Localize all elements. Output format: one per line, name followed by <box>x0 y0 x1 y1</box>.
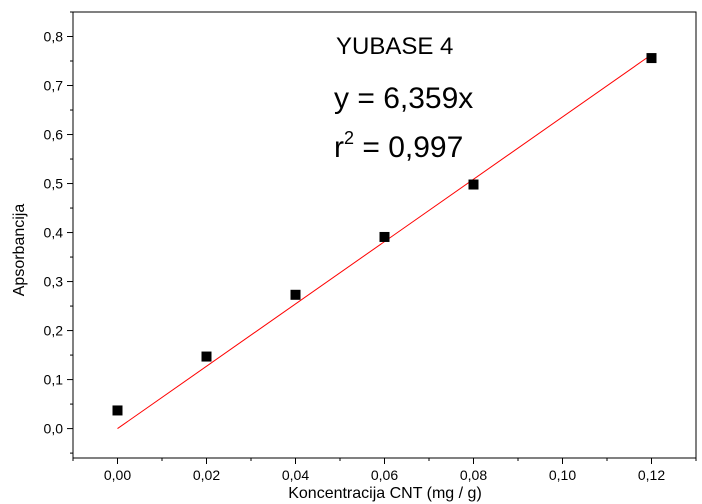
x-axis-title: Koncentracija CNT (mg / g) <box>288 485 482 502</box>
data-point-1 <box>201 351 212 362</box>
x-tick-label-0: 0,00 <box>104 467 131 483</box>
x-tick-label-2: 0,04 <box>282 467 309 483</box>
y-tick-label-1: 0,1 <box>44 372 64 388</box>
sample-label: YUBASE 4 <box>336 33 453 60</box>
regression-equation: y = 6,359x <box>334 82 473 115</box>
r-squared: r2 = 0,997 <box>334 128 463 164</box>
y-tick-label-8: 0,8 <box>44 29 64 45</box>
ticks: 0,00 0,02 0,04 0,06 0,08 0,10 0,12 0,0 0,1 0,2 0,3… <box>44 11 697 483</box>
x-tick-label-4: 0,08 <box>460 467 487 483</box>
r-exponent: 2 <box>344 128 354 148</box>
data-points <box>112 53 657 416</box>
x-tick-label-6: 0,12 <box>638 467 665 483</box>
x-tick-label-5: 0,10 <box>549 467 576 483</box>
y-tick-label-2: 0,2 <box>44 323 64 339</box>
y-tick-label-0: 0,0 <box>44 421 64 437</box>
data-point-5 <box>646 53 657 64</box>
data-point-4 <box>468 179 479 190</box>
r-symbol: r <box>334 131 344 164</box>
y-tick-label-3: 0,3 <box>44 274 64 290</box>
r-value: = 0,997 <box>354 131 463 164</box>
y-tick-label-5: 0,5 <box>44 176 64 192</box>
x-tick-label-1: 0,02 <box>193 467 220 483</box>
y-tick-label-6: 0,6 <box>44 127 64 143</box>
y-tick-label-4: 0,4 <box>44 225 64 241</box>
data-point-0 <box>112 405 123 416</box>
data-point-2 <box>290 289 301 300</box>
data-point-3 <box>379 231 390 242</box>
y-axis-title: Apsorbancija <box>11 204 28 297</box>
y-tick-label-7: 0,7 <box>44 78 64 94</box>
x-tick-label-3: 0,06 <box>371 467 398 483</box>
